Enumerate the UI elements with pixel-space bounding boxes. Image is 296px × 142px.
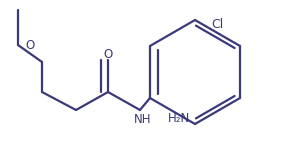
Text: NH: NH	[134, 113, 152, 126]
Text: O: O	[25, 38, 34, 52]
Text: Cl: Cl	[211, 18, 223, 31]
Text: H₂N: H₂N	[168, 112, 190, 125]
Text: O: O	[103, 48, 112, 61]
